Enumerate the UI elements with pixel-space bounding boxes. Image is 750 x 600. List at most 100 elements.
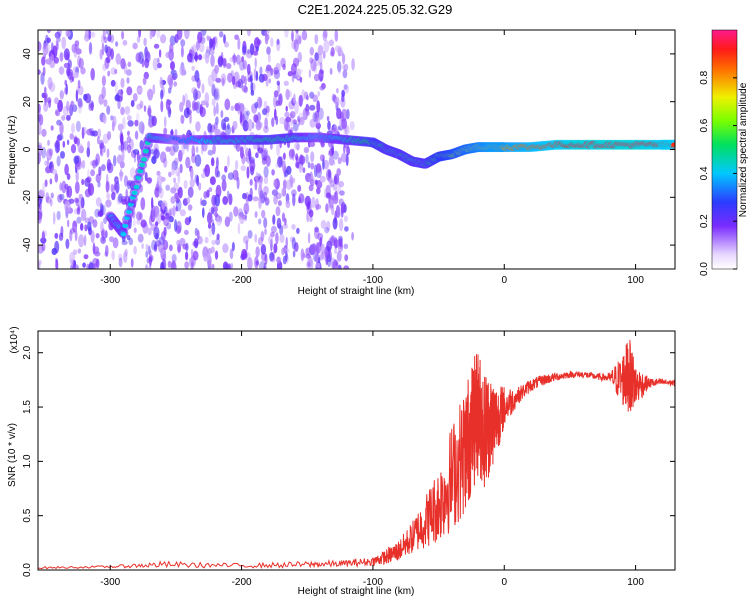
- heatmap-cell: [295, 153, 299, 161]
- heatmap-cell: [239, 146, 244, 159]
- heatmap-cell: [206, 212, 213, 225]
- heatmap-cell: [275, 232, 279, 245]
- heatmap-cell: [136, 36, 141, 43]
- heatmap-cell: [231, 55, 238, 63]
- heatmap-cell: [310, 151, 315, 163]
- heatmap-cell: [56, 155, 61, 167]
- heatmap-cell: [302, 107, 309, 121]
- heatmap-cell: [38, 207, 43, 220]
- spectrogram-y-ticks: -40 -20 0 20 40: [22, 48, 675, 252]
- heatmap-cell: [209, 38, 213, 50]
- heatmap-cell: [45, 192, 50, 203]
- heatmap-cell: [207, 247, 212, 256]
- heatmap-cell: [292, 193, 296, 207]
- heatmap-cell: [158, 187, 164, 199]
- heatmap-cell: [112, 237, 119, 249]
- heatmap-cell: [343, 84, 350, 94]
- heatmap-cell: [154, 187, 160, 198]
- heatmap-cell: [101, 75, 106, 87]
- colorbar-gradient: [711, 29, 738, 270]
- heatmap-cell: [168, 171, 172, 178]
- heatmap-cell: [151, 197, 154, 209]
- heatmap-cell: [281, 212, 286, 222]
- heatmap-cell: [93, 263, 97, 269]
- heatmap-cell: [232, 54, 236, 60]
- heatmap-cell: [72, 72, 79, 79]
- heatmap-cell: [107, 131, 112, 140]
- heatmap-cell: [229, 248, 234, 260]
- heatmap-cell: [265, 34, 270, 41]
- snr-y-axis-label: SNR (10 * v/v): [7, 423, 18, 487]
- heatmap-cell: [52, 45, 58, 58]
- heatmap-cell: [266, 46, 271, 55]
- heatmap-cell: [311, 196, 316, 209]
- heatmap-cell: [86, 128, 93, 136]
- heatmap-cell: [317, 44, 324, 56]
- snr-panel: -300 -200 -100 0 100 0.0 0.5 1.0 1.5 2.0 Height …: [7, 326, 676, 597]
- heatmap-cell: [314, 52, 320, 62]
- heatmap-cell: [179, 65, 186, 76]
- heatmap-cell: [291, 30, 294, 42]
- heatmap-cell: [77, 248, 82, 254]
- heatmap-cell: [283, 152, 286, 160]
- heatmap-cell: [62, 140, 66, 148]
- heatmap-cell: [285, 88, 290, 101]
- heatmap-cell: [163, 206, 168, 217]
- heatmap-cell: [104, 230, 108, 239]
- heatmap-cell: [215, 108, 219, 114]
- heatmap-cell: [275, 100, 280, 107]
- heatmap-cell: [78, 57, 84, 69]
- heatmap-cell: [267, 53, 271, 63]
- heatmap-cell: [146, 89, 153, 98]
- heatmap-cell: [333, 175, 338, 185]
- heatmap-cell: [44, 86, 47, 95]
- heatmap-cell: [282, 223, 288, 229]
- heatmap-cell: [159, 76, 163, 89]
- heatmap-cell: [97, 128, 102, 139]
- heatmap-cell: [216, 216, 222, 226]
- heatmap-cell: [318, 69, 324, 82]
- heatmap-cell: [88, 100, 95, 109]
- heatmap-cell: [249, 74, 253, 82]
- heatmap-cell: [263, 175, 269, 185]
- heatmap-cell: [64, 87, 67, 95]
- heatmap-cell: [283, 248, 290, 254]
- heatmap-cell: [170, 196, 176, 204]
- page-title: C2E1.2024.225.05.32.G29: [297, 2, 453, 17]
- heatmap-cell: [210, 157, 215, 167]
- heatmap-cell: [263, 166, 269, 178]
- heatmap-cell: [65, 238, 70, 249]
- heatmap-cell: [211, 98, 216, 107]
- heatmap-cell: [275, 206, 281, 217]
- heatmap-cell: [265, 64, 272, 72]
- heatmap-cell: [195, 146, 199, 153]
- x-tick-label: -100: [363, 275, 383, 286]
- heatmap-cell: [255, 120, 262, 131]
- heatmap-cell: [48, 56, 53, 65]
- heatmap-cell: [186, 107, 190, 115]
- heatmap-cell: [136, 211, 142, 221]
- heatmap-cell: [92, 246, 100, 254]
- heatmap-cell: [70, 144, 77, 154]
- heatmap-cell: [133, 153, 137, 163]
- heatmap-cell: [87, 140, 91, 149]
- heatmap-cell: [279, 116, 286, 125]
- heatmap-cell: [54, 31, 61, 39]
- heatmap-cell: [326, 116, 330, 122]
- heatmap-cell: [99, 202, 104, 212]
- heatmap-cell: [300, 248, 305, 262]
- heatmap-cell: [338, 218, 344, 232]
- heatmap-cell: [111, 250, 115, 261]
- heatmap-cell: [173, 177, 177, 184]
- heatmap-cell: [132, 42, 138, 50]
- heatmap-cell: [342, 69, 348, 79]
- heatmap-cell: [141, 243, 144, 250]
- heatmap-cell: [255, 171, 259, 184]
- heatmap-cell: [222, 57, 227, 67]
- heatmap-cell: [265, 155, 271, 167]
- heatmap-cell: [126, 77, 130, 84]
- y-tick-label: 1.5: [22, 400, 33, 414]
- heatmap-cell: [135, 52, 142, 63]
- heatmap-cell: [153, 244, 158, 252]
- heatmap-cell: [314, 34, 319, 45]
